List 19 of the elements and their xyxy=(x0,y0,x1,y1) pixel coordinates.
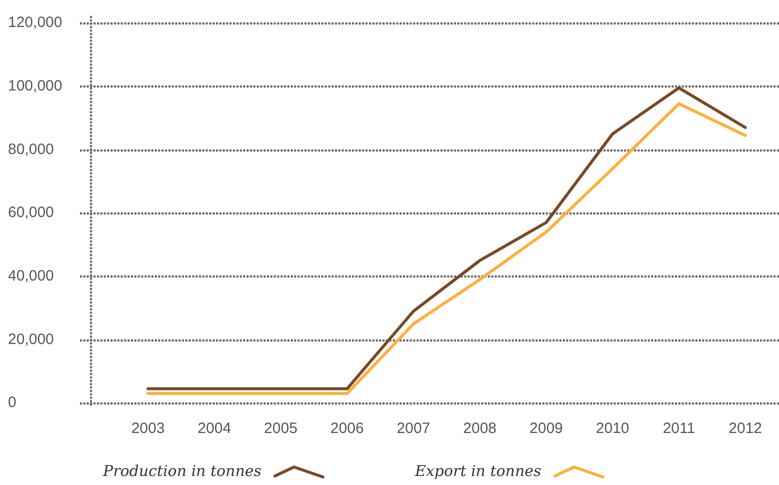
x-tick-label: 2009 xyxy=(530,420,563,438)
y-tick-label: 120,000 xyxy=(8,14,62,32)
x-tick-label: 2007 xyxy=(396,420,430,438)
y-tick-label: 20,000 xyxy=(8,330,54,348)
x-tick-label: 2004 xyxy=(198,420,232,438)
x-tick-label: 2008 xyxy=(463,420,497,438)
x-tick-label: 2012 xyxy=(728,420,762,438)
y-tick-label: 40,000 xyxy=(8,267,54,284)
x-tick-label: 2010 xyxy=(596,420,630,438)
legend-label: Export in tonnes xyxy=(415,462,542,480)
y-tick-label: 80,000 xyxy=(8,140,54,158)
y-tick-label: 100,000 xyxy=(8,77,62,94)
y-tick-label: 60,000 xyxy=(8,204,54,222)
y-tick-label: 0 xyxy=(8,394,16,412)
x-tick-label: 2011 xyxy=(662,420,696,438)
x-tick-label: 2006 xyxy=(330,420,364,438)
x-tick-label: 2005 xyxy=(264,420,298,438)
legend-label: Production in tonnes xyxy=(103,462,262,480)
x-tick-label: 2003 xyxy=(131,420,165,438)
